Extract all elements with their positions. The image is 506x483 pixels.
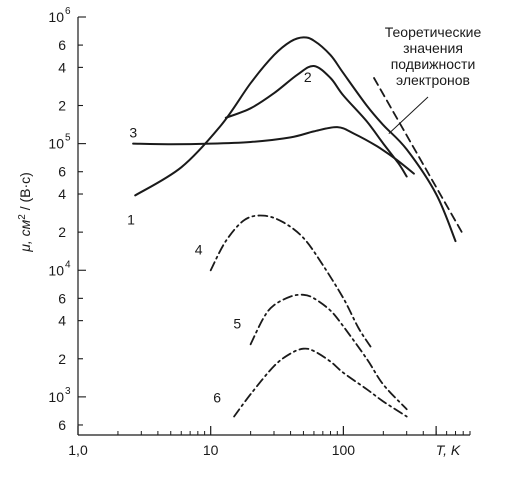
y-tick-label: 6 bbox=[58, 37, 66, 53]
x-tick-label: 100 bbox=[332, 442, 356, 458]
theoretical-line bbox=[373, 77, 463, 233]
series-label-2: 2 bbox=[304, 69, 312, 85]
y-tick-label: 4 bbox=[58, 59, 66, 75]
y-tick-label: 2 bbox=[58, 224, 66, 240]
x-tick-label: 10 bbox=[203, 442, 219, 458]
series-line-1 bbox=[134, 36, 457, 243]
series-line-3 bbox=[132, 126, 415, 175]
y-tick-label: 6 bbox=[58, 290, 66, 306]
y-tick-label: 10 bbox=[48, 389, 64, 405]
x-axis-title: T, K bbox=[436, 442, 461, 458]
series-label-6: 6 bbox=[213, 389, 221, 405]
series-labels: 1 2 3 4 5 6 bbox=[127, 69, 312, 405]
y-tick-label: 4 bbox=[58, 313, 66, 329]
y-tick-exponent: 6 bbox=[65, 6, 71, 17]
y-tick-label: 10 bbox=[48, 262, 64, 278]
annotation-line: Теоретические bbox=[385, 24, 482, 40]
y-tick-label: 10 bbox=[48, 9, 64, 25]
y-tick-label: 4 bbox=[58, 186, 66, 202]
series-line-5 bbox=[249, 293, 408, 411]
y-axis-title: μ, см2 / (В·с) bbox=[17, 172, 34, 253]
y-tick-label: 2 bbox=[58, 98, 66, 114]
y-tick-exponent: 5 bbox=[65, 133, 71, 144]
series-line-2 bbox=[224, 64, 408, 178]
tick-marks bbox=[77, 16, 471, 435]
y-tick-label: 10 bbox=[48, 136, 64, 152]
y-tick-label: 6 bbox=[58, 164, 66, 180]
series-line-4 bbox=[209, 214, 372, 348]
y-tick-exponent: 3 bbox=[65, 386, 71, 397]
annotation-line: значения bbox=[403, 40, 463, 56]
y-tick-exponent: 4 bbox=[65, 259, 71, 270]
annotation-line: подвижности bbox=[391, 56, 476, 72]
annotation-pointer bbox=[388, 96, 429, 134]
series-line-6 bbox=[233, 347, 408, 418]
series-lines bbox=[132, 36, 463, 418]
series-label-3: 3 bbox=[129, 125, 137, 141]
annotation: Теоретическиезначенияподвижностиэлектрон… bbox=[385, 24, 482, 134]
axis-titles: T, K μ, см2 / (В·с) bbox=[17, 172, 461, 458]
y-tick-label: 2 bbox=[58, 351, 66, 367]
series-label-1: 1 bbox=[127, 211, 135, 227]
series-label-5: 5 bbox=[233, 315, 241, 331]
x-tick-label: 1,0 bbox=[68, 442, 88, 458]
annotation-line: электронов bbox=[396, 72, 470, 88]
series-label-4: 4 bbox=[195, 241, 203, 257]
y-tick-label: 6 bbox=[58, 417, 66, 433]
